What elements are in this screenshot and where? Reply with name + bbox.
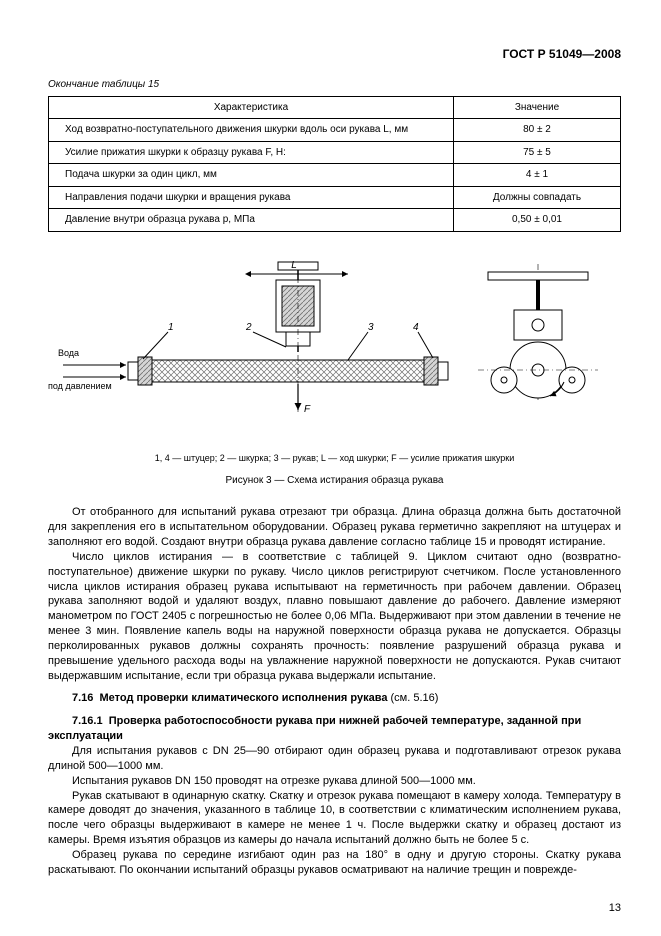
table-row: Подача шкурки за один цикл, мм 4 ± 1	[49, 164, 621, 187]
section-7-16: 7.16 Метод проверки климатического испол…	[48, 691, 621, 706]
cell-val: Должны совпадать	[454, 186, 621, 209]
paragraph: Испытания рукавов DN 150 проводят на отр…	[48, 774, 621, 789]
doc-header: ГОСТ Р 51049—2008	[48, 46, 621, 62]
label-4: 4	[413, 322, 419, 333]
label-1: 1	[168, 322, 174, 333]
spec-table: Характеристика Значение Ход возвратно-по…	[48, 96, 621, 232]
cell-char: Ход возвратно-поступательного движения ш…	[49, 119, 454, 142]
paragraph: От отобранного для испытаний рукава отре…	[48, 505, 621, 550]
cell-char: Направления подачи шкурки и вращения рук…	[49, 186, 454, 209]
water-label-1: Вода	[58, 348, 79, 358]
cell-val: 4 ± 1	[454, 164, 621, 187]
paragraph: Рукав скатывают в одинарную скатку. Скат…	[48, 789, 621, 848]
cell-val: 75 ± 5	[454, 141, 621, 164]
label-L: L	[291, 260, 297, 271]
table-row: Давление внутри образца рукава p, МПа 0,…	[49, 209, 621, 232]
col-characteristic: Характеристика	[49, 96, 454, 119]
label-F: F	[304, 404, 311, 415]
paragraph: Число циклов истирания — в соответствие …	[48, 550, 621, 684]
page-number: 13	[609, 901, 621, 916]
paragraph: Для испытания рукавов с DN 25—90 отбираю…	[48, 744, 621, 774]
paragraph: Образец рукава по середине изгибают один…	[48, 848, 621, 878]
table-caption: Окончание таблицы 15	[48, 78, 621, 92]
cell-val: 0,50 ± 0,01	[454, 209, 621, 232]
table-row: Направления подачи шкурки и вращения рук…	[49, 186, 621, 209]
table-row: Ход возвратно-поступательного движения ш…	[49, 119, 621, 142]
cell-val: 80 ± 2	[454, 119, 621, 142]
water-label-2: под давлением	[48, 381, 112, 391]
cell-char: Подача шкурки за один цикл, мм	[49, 164, 454, 187]
section-tail: (см. 5.16)	[387, 692, 438, 704]
section-7-16-1: 7.16.1 Проверка работоспособности рукава…	[48, 714, 621, 744]
section-title: 7.16 Метод проверки климатического испол…	[72, 692, 387, 704]
label-2: 2	[245, 322, 252, 333]
label-3: 3	[368, 322, 374, 333]
cell-char: Усилие прижатия шкурки к образцу рукава …	[49, 141, 454, 164]
col-value: Значение	[454, 96, 621, 119]
table-row: Усилие прижатия шкурки к образцу рукава …	[49, 141, 621, 164]
figure-caption: Рисунок 3 — Схема истирания образца рука…	[48, 474, 621, 488]
cell-char: Давление внутри образца рукава p, МПа	[49, 209, 454, 232]
figure-legend: 1, 4 — штуцер; 2 — шкурка; 3 — рукав; L …	[48, 452, 621, 464]
figure-3: L Вода под давлением 1 2 3 4	[48, 252, 621, 442]
